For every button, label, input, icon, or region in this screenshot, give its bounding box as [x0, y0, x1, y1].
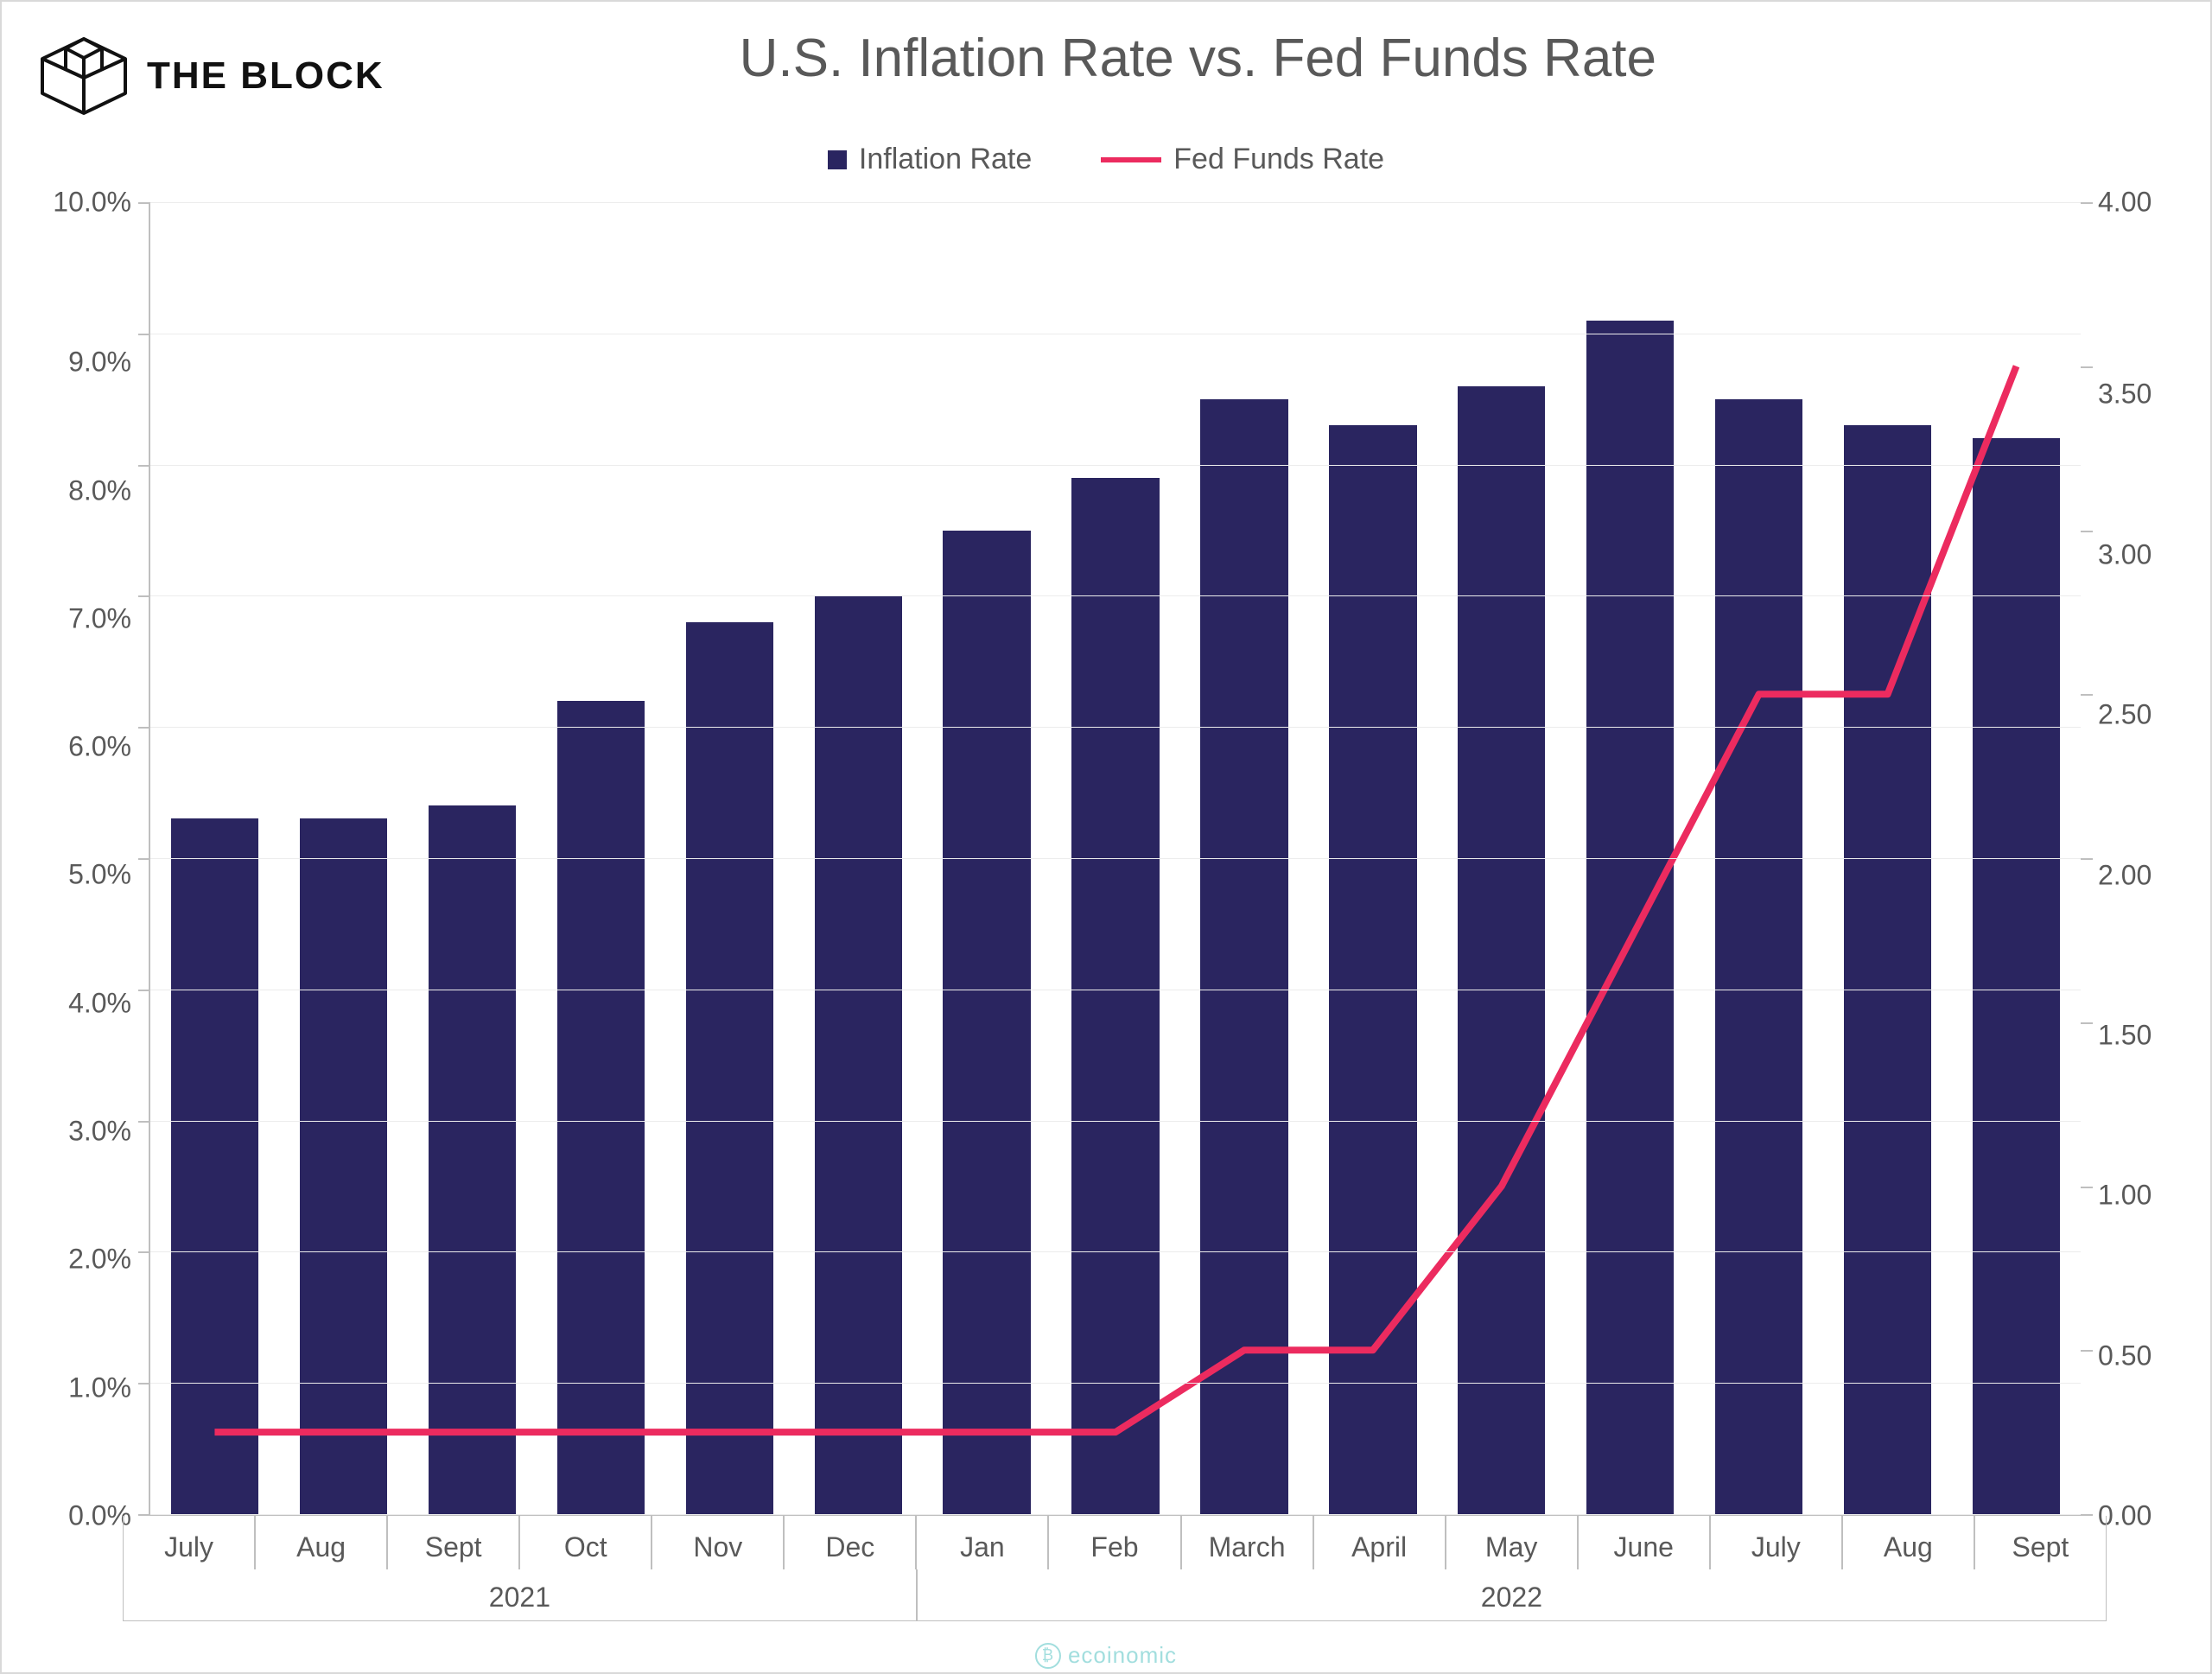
- tick-right: [2081, 858, 2093, 860]
- x-tick-label: Dec: [784, 1516, 916, 1569]
- legend-swatch-bar: [828, 150, 847, 169]
- x-axis-months: JulyAugSeptOctNovDecJanFebMarchAprilMayJ…: [123, 1516, 2107, 1569]
- x-tick-label: Jan: [916, 1516, 1048, 1569]
- gridline: [150, 1121, 2081, 1122]
- chart-frame: THE BLOCK U.S. Inflation Rate vs. Fed Fu…: [0, 0, 2212, 1674]
- x-axis: JulyAugSeptOctNovDecJanFebMarchAprilMayJ…: [123, 1516, 2107, 1621]
- x-tick-label: Sept: [1974, 1516, 2107, 1569]
- x-tick-label: July: [1710, 1516, 1842, 1569]
- tick-left: [138, 858, 150, 860]
- y-right-tick: 4.00: [2098, 187, 2184, 219]
- y-right-tick: 0.00: [2098, 1500, 2184, 1532]
- x-tick-label: July: [123, 1516, 255, 1569]
- x-axis-years: 20212022: [123, 1569, 2107, 1621]
- tick-right: [2081, 1187, 2093, 1188]
- tick-left: [138, 990, 150, 991]
- y-left-tick: 7.0%: [28, 602, 131, 634]
- brand-name: THE BLOCK: [147, 54, 385, 98]
- header: THE BLOCK U.S. Inflation Rate vs. Fed Fu…: [28, 19, 2184, 117]
- tick-left: [138, 727, 150, 729]
- y-left-tick: 9.0%: [28, 347, 131, 379]
- gridline: [150, 727, 2081, 728]
- x-tick-label: Oct: [519, 1516, 652, 1569]
- y-axis-right: 4.003.503.002.502.001.501.000.500.00: [2098, 202, 2184, 1516]
- tick-right: [2081, 694, 2093, 696]
- tick-left: [138, 1121, 150, 1123]
- x-tick-label: May: [1446, 1516, 1578, 1569]
- y-left-tick: 3.0%: [28, 1116, 131, 1148]
- x-tick-label: Feb: [1048, 1516, 1180, 1569]
- y-right-tick: 3.50: [2098, 379, 2184, 411]
- y-right-tick: 2.00: [2098, 859, 2184, 891]
- tick-right: [2081, 531, 2093, 532]
- tick-left: [138, 465, 150, 467]
- y-left-tick: 8.0%: [28, 474, 131, 506]
- tick-left: [138, 1251, 150, 1253]
- y-left-tick: 5.0%: [28, 859, 131, 891]
- y-left-tick: 6.0%: [28, 731, 131, 763]
- y-left-tick: 1.0%: [28, 1372, 131, 1403]
- gridline: [150, 858, 2081, 859]
- chart-area: 10.0%9.0%8.0%7.0%6.0%5.0%4.0%3.0%2.0%1.0…: [28, 202, 2184, 1516]
- chart-title: U.S. Inflation Rate vs. Fed Funds Rate: [385, 28, 2012, 89]
- plot-area: [149, 202, 2081, 1516]
- x-tick-label: March: [1181, 1516, 1313, 1569]
- x-tick-label: June: [1578, 1516, 1710, 1569]
- x-tick-label: Nov: [652, 1516, 784, 1569]
- y-right-tick: 1.50: [2098, 1019, 2184, 1051]
- block-logo-icon: [36, 35, 131, 117]
- gridline: [150, 595, 2081, 596]
- watermark-text: ecoinomic: [1068, 1642, 1177, 1669]
- y-left-tick: 2.0%: [28, 1244, 131, 1276]
- y-left-tick: 4.0%: [28, 987, 131, 1019]
- tick-right: [2081, 366, 2093, 368]
- y-right-tick: 2.50: [2098, 699, 2184, 731]
- tick-right: [2081, 1022, 2093, 1024]
- legend-item-bar: Inflation Rate: [828, 143, 1032, 176]
- legend-label-bar: Inflation Rate: [859, 143, 1032, 176]
- y-right-tick: 0.50: [2098, 1340, 2184, 1372]
- tick-left: [138, 334, 150, 335]
- gridline: [150, 465, 2081, 466]
- tick-right: [2081, 1350, 2093, 1352]
- x-year-label: 2022: [917, 1569, 2107, 1621]
- legend-label-line: Fed Funds Rate: [1173, 143, 1384, 176]
- fed-funds-line: [214, 366, 2016, 1432]
- y-axis-left: 10.0%9.0%8.0%7.0%6.0%5.0%4.0%3.0%2.0%1.0…: [28, 202, 131, 1516]
- tick-left: [138, 1383, 150, 1384]
- watermark: ₿ ecoinomic: [1035, 1642, 1177, 1669]
- watermark-icon: ₿: [1035, 1643, 1061, 1669]
- y-left-tick: 10.0%: [28, 187, 131, 219]
- x-tick-label: Aug: [1842, 1516, 1974, 1569]
- gridline: [150, 202, 2081, 203]
- x-tick-label: Sept: [387, 1516, 519, 1569]
- x-tick-label: April: [1313, 1516, 1446, 1569]
- legend-swatch-line: [1101, 157, 1161, 162]
- x-year-label: 2021: [123, 1569, 917, 1621]
- gridline: [150, 1383, 2081, 1384]
- gridline: [150, 1514, 2081, 1515]
- brand-logo: THE BLOCK: [36, 35, 385, 117]
- gridline: [150, 1251, 2081, 1252]
- tick-left: [138, 202, 150, 204]
- tick-left: [138, 595, 150, 597]
- y-right-tick: 1.00: [2098, 1180, 2184, 1212]
- legend: Inflation Rate Fed Funds Rate: [28, 143, 2184, 176]
- legend-item-line: Fed Funds Rate: [1101, 143, 1384, 176]
- y-left-tick: 0.0%: [28, 1499, 131, 1531]
- x-tick-label: Aug: [255, 1516, 387, 1569]
- y-right-tick: 3.00: [2098, 538, 2184, 570]
- tick-right: [2081, 202, 2093, 204]
